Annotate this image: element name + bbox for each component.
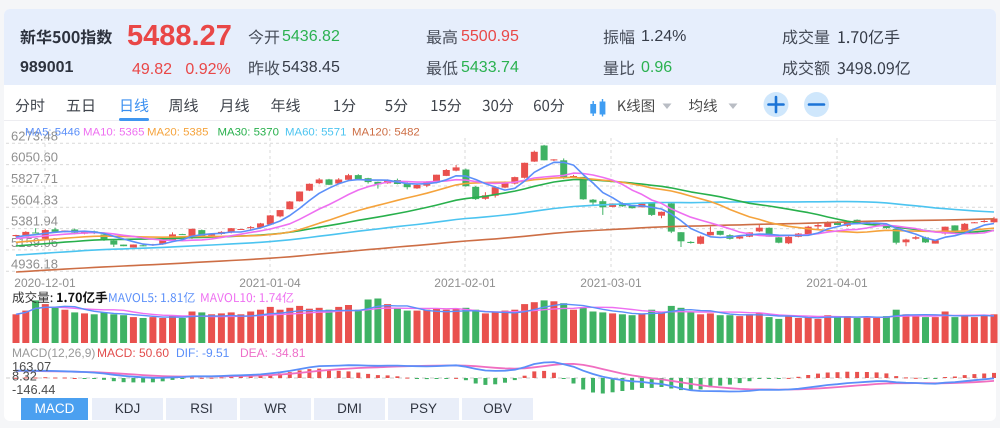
svg-text:4936.18: 4936.18: [11, 256, 58, 271]
svg-text:5604.83: 5604.83: [11, 192, 58, 207]
svg-text:MA30: 5370: MA30: 5370: [218, 127, 279, 139]
svg-text:2021-03-01: 2021-03-01: [580, 276, 642, 290]
svg-text:8.32: 8.32: [12, 369, 37, 384]
svg-text:2021-01-04: 2021-01-04: [239, 276, 301, 290]
svg-text:6050.60: 6050.60: [11, 150, 58, 165]
svg-text:DEA: -34.81: DEA: -34.81: [240, 346, 306, 360]
svg-text:MA10: 5365: MA10: 5365: [83, 127, 144, 139]
svg-text:MACD(12,26,9): MACD(12,26,9): [12, 346, 95, 360]
svg-text:MACD: 50.60: MACD: 50.60: [97, 346, 169, 360]
svg-text:MA60: 5571: MA60: 5571: [285, 127, 346, 139]
svg-text:6273.48: 6273.48: [11, 128, 58, 143]
svg-text:5827.71: 5827.71: [11, 171, 58, 186]
svg-text:5381.94: 5381.94: [11, 214, 58, 229]
svg-text:2021-04-01: 2021-04-01: [806, 276, 868, 290]
svg-text:MA20: 5385: MA20: 5385: [147, 127, 208, 139]
svg-text:-146.44: -146.44: [12, 382, 55, 397]
svg-text:2020-12-01: 2020-12-01: [14, 276, 76, 290]
svg-text:2021-02-01: 2021-02-01: [434, 276, 496, 290]
svg-text:MA5: 5446: MA5: 5446: [25, 127, 80, 139]
svg-text:163.07: 163.07: [12, 359, 51, 374]
svg-text:MA120: 5482: MA120: 5482: [352, 127, 420, 139]
svg-text:DIF: -9.51: DIF: -9.51: [176, 346, 230, 360]
